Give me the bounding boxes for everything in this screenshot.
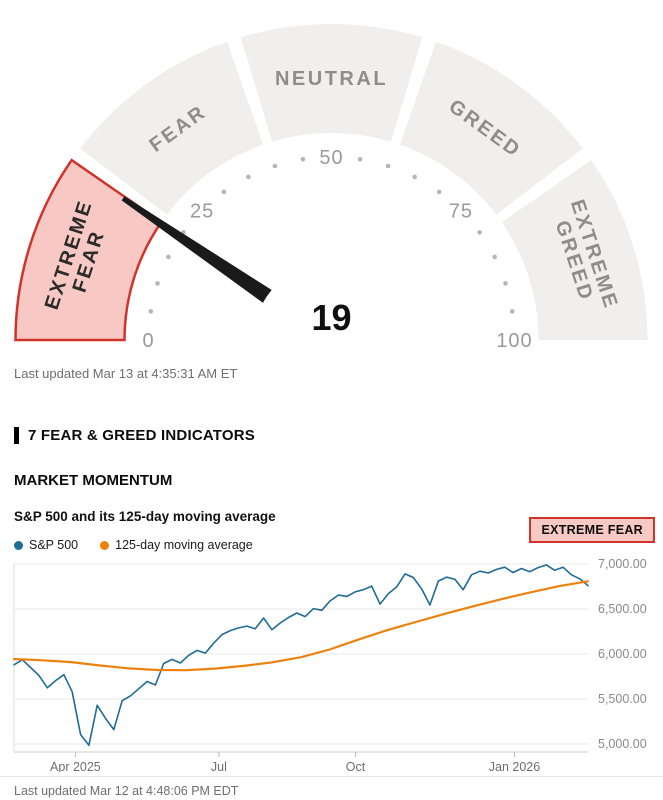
gauge-segment-label: EXTREMEGREED	[546, 197, 622, 319]
gauge-segment-neutral	[240, 23, 423, 142]
legend-dot-icon	[14, 540, 23, 550]
gauge-tick-label: 75	[449, 201, 473, 223]
y-axis-label: 7,000.00	[598, 558, 647, 571]
series-s-p-500	[13, 564, 589, 747]
gauge-tick-dot	[385, 163, 391, 169]
gauge-tick-dot	[436, 189, 442, 195]
momentum-title: MARKET MOMENTUM	[14, 472, 173, 489]
gauge-tick-dot	[503, 281, 508, 286]
indicators-title: 7 FEAR & GREED INDICATORS	[28, 427, 255, 444]
legend-item: S&P 500	[14, 538, 78, 552]
gauge-tick-label: 100	[496, 330, 532, 352]
chart-subtitle: S&P 500 and its 125-day moving average	[14, 509, 276, 524]
momentum-section: S&P 500 and its 125-day moving average E…	[0, 509, 663, 798]
x-axis-label: Oct	[346, 760, 366, 772]
fear-greed-gauge: EXTREMEFEARFEARNEUTRALGREEDEXTREMEGREED0…	[14, 23, 648, 352]
chart-last-updated: Last updated Mar 12 at 4:48:06 PM EDT	[14, 784, 239, 798]
legend-label: 125-day moving average	[115, 538, 253, 552]
gauge-tick-dot	[272, 163, 278, 169]
gauge-tick-dot	[246, 174, 251, 180]
gauge-tick-dot	[477, 230, 482, 235]
gauge-tick-dot	[166, 254, 171, 260]
gauge-segment-fear	[80, 41, 264, 215]
gauge-tick-dot	[148, 309, 154, 314]
gauge-section: EXTREMEFEAR FEAR NEUTRAL GREED EXTREMEGREED 0…	[0, 0, 663, 381]
gauge-hub	[253, 262, 410, 352]
gauge-last-updated: Last updated Mar 13 at 4:35:31 AM ET	[14, 366, 238, 381]
gauge-value: 19	[311, 297, 351, 338]
y-axis-label: 5,500.00	[598, 692, 647, 706]
x-axis-label: Jul	[211, 760, 227, 772]
gauge-needle	[121, 196, 279, 308]
gauge-segment-extreme-fear	[14, 158, 164, 342]
indicators-header: 7 FEAR & GREED INDICATORS	[14, 427, 649, 444]
gauge-tick-label: 50	[319, 147, 343, 169]
gauge-tick-dot	[300, 157, 306, 162]
x-axis-label: Apr 2025	[50, 760, 101, 772]
series-125-day-moving-average	[12, 580, 590, 672]
extreme-fear-badge: EXTREME FEAR	[529, 517, 655, 543]
header-accent-bar	[14, 427, 19, 444]
gauge-tick-dot	[492, 254, 497, 260]
gauge-tick-dot	[412, 174, 417, 180]
gauge-tick-dot	[357, 157, 363, 162]
gauge-segment-greed	[399, 41, 583, 215]
momentum-chart[interactable]: 7,000.00 6,500.00 6,000.00 5,500.00 5,000.00…	[0, 558, 663, 772]
gauge-tick-dot	[221, 189, 227, 195]
y-axis-label: 6,000.00	[598, 647, 647, 661]
divider	[0, 776, 663, 777]
legend-label: S&P 500	[29, 538, 79, 552]
gauge-segment-label: NEUTRAL	[275, 68, 388, 90]
chart-legend: S&P 500 125-day moving average	[14, 538, 649, 552]
legend-dot-icon	[100, 540, 110, 550]
gauge-tick-dot	[155, 281, 160, 286]
y-axis-label: 6,500.00	[598, 602, 647, 616]
gauge-tick-dot	[509, 309, 515, 314]
y-axis-label: 5,000.00	[598, 737, 647, 751]
legend-item: 125-day moving average	[100, 538, 253, 552]
gauge-segment-extreme-greed	[501, 160, 648, 340]
gauge-tick-label: 25	[190, 201, 214, 223]
gauge-tick-label: 0	[142, 330, 154, 352]
x-axis-label: Jan 2026	[489, 760, 540, 772]
